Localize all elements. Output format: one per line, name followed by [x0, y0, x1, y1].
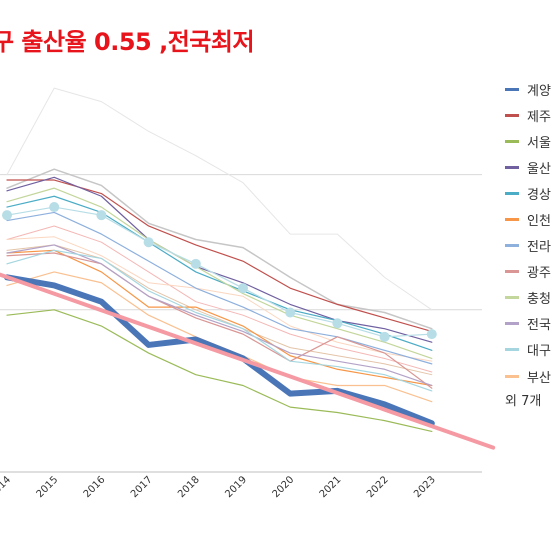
marker-point-6: [285, 307, 296, 318]
extra-series-line-3: [6, 236, 433, 362]
series-line-5: [6, 249, 433, 387]
series-line-6: [6, 211, 433, 365]
legend-item-8: 충청: [505, 285, 560, 311]
legend-label: 서울: [527, 135, 551, 151]
legend-label: 경상: [527, 187, 551, 203]
legend-swatch: [505, 165, 519, 169]
marker-series-line: [6, 206, 432, 338]
x-tick-label-5: 2019: [223, 474, 249, 500]
series-line-8: [6, 187, 433, 360]
series-line-4: [6, 195, 433, 351]
extra-series-line-4: [6, 244, 433, 376]
legend-swatch: [505, 322, 519, 326]
x-tick-label-9: 2023: [412, 474, 438, 500]
x-tick-label-1: 2015: [35, 474, 61, 500]
legend-swatch: [505, 270, 519, 274]
legend-label: 전국: [527, 318, 551, 334]
line-chart: 2014 2015 2016 2017 2018 2019 2020 2021 2022 2023: [0, 87, 496, 500]
legend-label: 대구: [527, 344, 551, 360]
series-line-3: [6, 176, 433, 343]
x-tick-label-6: 2020: [271, 474, 297, 500]
marker-points: [2, 202, 437, 342]
series-line-7: [6, 252, 433, 389]
x-tick-label-7: 2021: [318, 474, 344, 500]
marker-point-8: [379, 331, 390, 342]
legend-swatch: [505, 191, 519, 195]
series-lines: [4, 176, 435, 433]
legend-label: 인천: [527, 214, 551, 230]
legend-swatch: [505, 218, 519, 222]
legend-item-10: 대구: [505, 337, 560, 363]
marker-point-3: [143, 237, 154, 248]
legend-item-2: 서울: [505, 128, 560, 154]
legend-item-3: 울산: [505, 154, 560, 180]
extra-series-line-2: [6, 225, 433, 373]
legend-swatch: [505, 296, 519, 300]
series-line-0: [4, 274, 435, 427]
marker-point-0: [2, 210, 12, 221]
legend-label: 계양: [527, 83, 551, 99]
legend-label: 제주: [527, 109, 551, 125]
legend-swatch: [505, 244, 519, 248]
legend-item-4: 경상: [505, 180, 560, 206]
extra-series-lines: [6, 87, 433, 376]
legend-swatch: [505, 348, 519, 352]
trend-line: [0, 272, 496, 450]
marker-point-7: [332, 318, 343, 329]
marker-point-4: [190, 258, 201, 269]
trend-line-path: [0, 272, 496, 450]
legend-item-1: 제주: [505, 102, 560, 128]
x-axis-ticks: 2014 2015 2016 2017 2018 2019 2020 2021 2022 2023: [0, 474, 438, 500]
legend-label: 충청: [527, 292, 551, 308]
gridlines: [0, 174, 482, 473]
legend-label: 부산: [527, 370, 551, 386]
legend-item-5: 인천: [505, 206, 560, 232]
legend-swatch: [505, 87, 519, 91]
legend-item-0: 계양: [505, 76, 560, 102]
legend-label: 전라: [527, 240, 551, 256]
x-tick-label-3: 2017: [129, 474, 155, 500]
x-tick-label-2: 2016: [82, 474, 108, 500]
marker-point-9: [426, 329, 437, 340]
legend-label: 광주: [527, 266, 551, 282]
chart-title: 구 출산율 0.55 ,전국최저: [0, 28, 255, 56]
legend-swatch: [505, 139, 519, 143]
legend-item-7: 광주: [505, 259, 560, 285]
legend-item-11: 부산: [505, 363, 560, 389]
marker-point-2: [96, 210, 107, 221]
legend-swatch: [505, 374, 519, 378]
legend-item-6: 전라: [505, 233, 560, 259]
legend-item-9: 전국: [505, 311, 560, 337]
series-line-10: [6, 249, 433, 392]
legend-label: 울산: [527, 161, 551, 177]
legend-swatch: [505, 113, 519, 117]
x-tick-label-8: 2022: [365, 474, 391, 500]
legend-more-label: 외 7개: [505, 394, 542, 410]
extra-series-line-1: [6, 168, 433, 330]
x-tick-label-4: 2018: [176, 474, 202, 500]
extra-series-line-0: [6, 87, 433, 311]
marker-point-5: [238, 283, 248, 294]
x-tick-label-0: 2014: [0, 474, 13, 500]
series-line-2: [6, 309, 433, 433]
marker-point-1: [49, 202, 60, 213]
